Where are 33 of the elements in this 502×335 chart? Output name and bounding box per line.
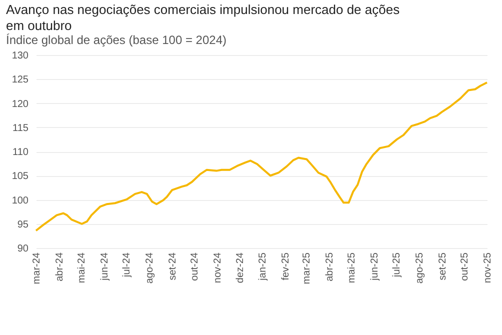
x-tick-label: fev-25: [280, 252, 292, 280]
x-tick-label: set-24: [168, 252, 179, 280]
x-tick-label: out-24: [190, 252, 201, 281]
y-tick-label: 105: [12, 171, 29, 182]
x-tick-label: mai-24: [76, 252, 88, 284]
y-tick-label: 125: [12, 74, 29, 86]
x-tick-label: abr-25: [324, 252, 336, 282]
x-tick-label: jul-25: [392, 252, 403, 278]
x-tick-label: ago-24: [144, 252, 156, 284]
x-tick-label: jul-24: [122, 252, 133, 278]
chart-title: Avanço nas negociações comerciais impulsionou mercado de ações em outubro: [6, 2, 400, 33]
x-tick-label: nov-24: [212, 252, 224, 284]
x-tick-label: jun-24: [100, 252, 111, 282]
chart-subtitle: Índice global de ações (base 100 = 2024): [6, 33, 226, 47]
y-tick-label: 110: [12, 147, 29, 158]
x-tick-label: mar-25: [301, 252, 312, 284]
x-tick-label: abr-24: [54, 252, 66, 282]
y-tick-label: 130: [12, 50, 29, 62]
x-tick-label: jun-25: [369, 252, 380, 282]
y-tick-label: 120: [12, 98, 29, 110]
x-tick-label: nov-25: [482, 252, 494, 284]
y-tick-label: 100: [12, 195, 29, 206]
x-tick-label: out-25: [460, 252, 471, 281]
x-tick-label: mai-25: [346, 252, 358, 284]
y-tick-label: 115: [12, 122, 29, 134]
x-tick-label: jan-25: [258, 252, 269, 282]
line-series: [35, 82, 488, 232]
y-tick-label: 95: [17, 219, 29, 230]
y-tick-label: 90: [17, 244, 29, 254]
x-tick-label: dez-24: [234, 252, 246, 284]
x-tick-label: set-25: [437, 252, 448, 280]
x-tick-label: mar-24: [32, 252, 42, 284]
x-tick-label: ago-25: [414, 252, 426, 284]
